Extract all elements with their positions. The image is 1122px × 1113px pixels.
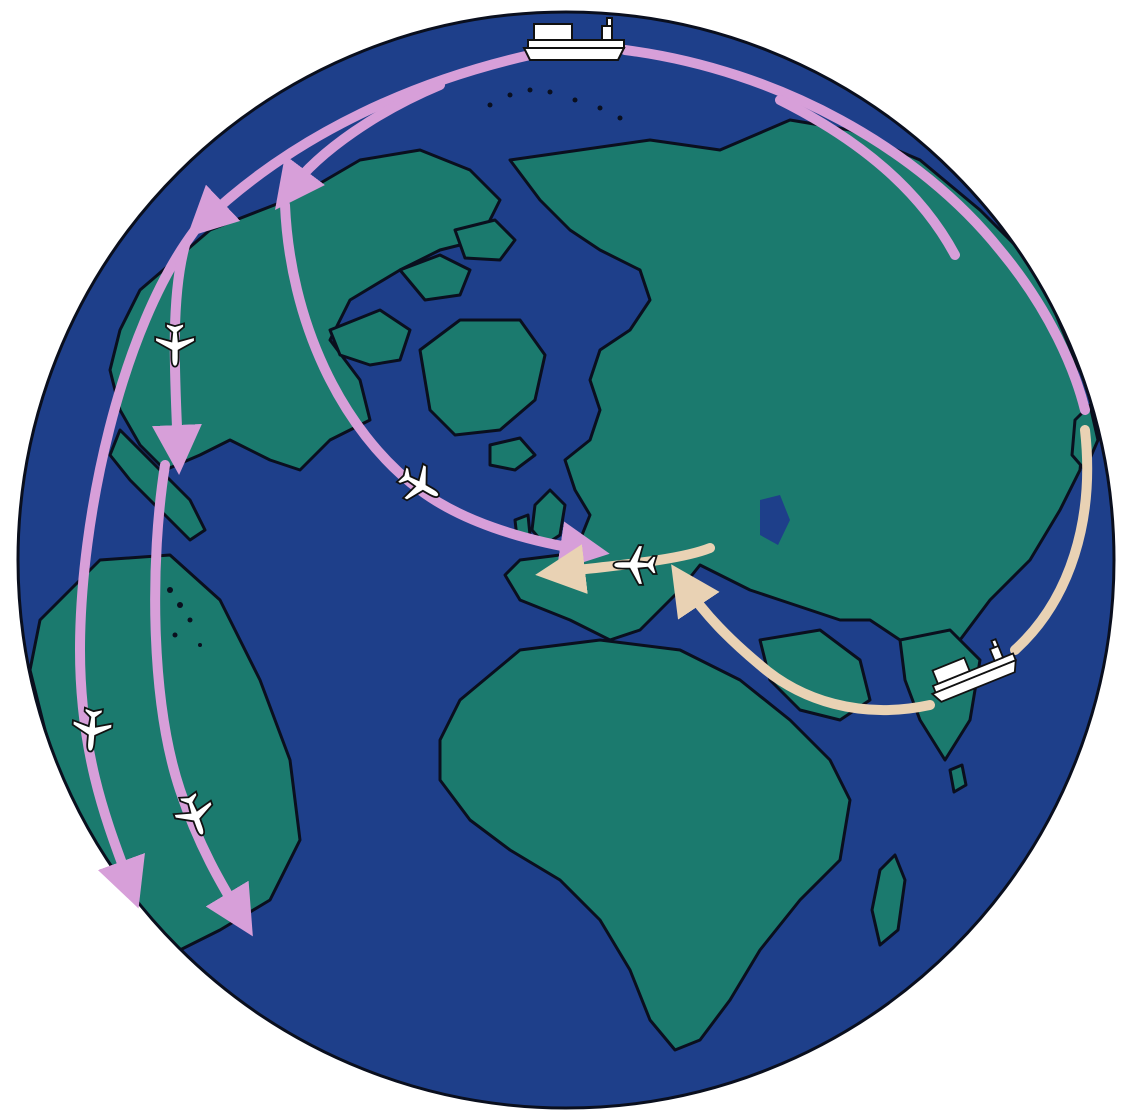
route-north-america-to-south-america-east <box>150 460 253 937</box>
route-ship-to-east-asia-branch <box>775 95 960 260</box>
africa <box>438 638 852 1052</box>
route-ship-to-north-america-branch <box>274 80 445 210</box>
route-ship-to-east-asia <box>620 45 1090 415</box>
route-pacific-down <box>1010 425 1093 655</box>
inland-sea <box>760 495 790 545</box>
sri-lanka <box>948 763 968 794</box>
iceland <box>488 436 537 472</box>
route-ship-to-north-america <box>186 50 535 238</box>
globe-outline <box>16 10 1116 1110</box>
caribbean-islands <box>167 587 202 647</box>
route-north-america-to-south-america-west <box>74 225 200 909</box>
europe-asia <box>503 118 1087 662</box>
arctic-islands <box>328 218 517 367</box>
route-indian-ocean-to-middle-east <box>671 564 935 716</box>
madagascar <box>870 853 907 947</box>
aleutian-islands <box>487 87 623 121</box>
route-transatlantic-to-europe <box>280 200 610 571</box>
greenland <box>418 318 547 437</box>
